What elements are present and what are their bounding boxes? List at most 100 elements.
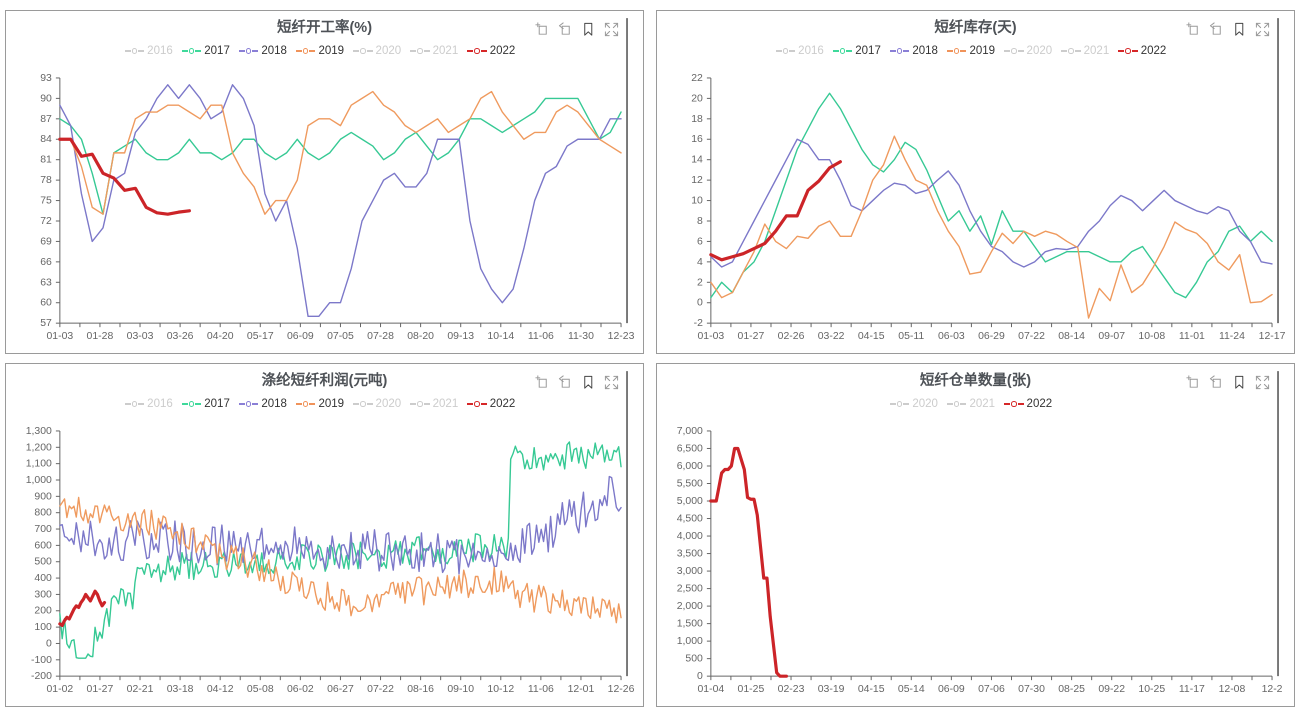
svg-text:08-20: 08-20 [407,331,434,342]
svg-text:03-22: 03-22 [818,331,845,342]
svg-text:16: 16 [691,134,703,145]
svg-text:500: 500 [34,557,52,568]
svg-text:12-23: 12-23 [608,331,635,342]
svg-text:12-17: 12-17 [1259,331,1286,342]
svg-text:06-09: 06-09 [287,331,314,342]
svg-text:04-15: 04-15 [858,331,885,342]
svg-text:8: 8 [697,216,703,227]
svg-text:900: 900 [34,491,52,502]
svg-text:12-26: 12-26 [608,684,635,695]
svg-text:18: 18 [691,114,703,125]
svg-text:2,500: 2,500 [677,584,703,595]
svg-text:05-11: 05-11 [898,331,924,342]
svg-text:12: 12 [691,175,703,186]
svg-text:84: 84 [40,134,52,145]
svg-text:2,000: 2,000 [677,601,703,612]
svg-text:11-30: 11-30 [568,331,594,342]
svg-text:11-06: 11-06 [528,684,554,695]
svg-text:07-22: 07-22 [367,684,394,695]
svg-text:1,100: 1,100 [26,459,52,470]
svg-text:06-03: 06-03 [938,331,965,342]
svg-text:10-14: 10-14 [487,331,514,342]
svg-text:3,500: 3,500 [677,549,703,560]
svg-text:10-08: 10-08 [1138,331,1165,342]
svg-text:4,500: 4,500 [677,514,703,525]
svg-text:66: 66 [40,257,52,268]
svg-text:01-04: 01-04 [697,684,724,695]
svg-text:200: 200 [34,606,52,617]
svg-text:300: 300 [34,589,52,600]
svg-text:01-27: 01-27 [87,684,114,695]
svg-text:0: 0 [46,638,52,649]
svg-text:07-28: 07-28 [367,331,394,342]
svg-text:57: 57 [40,318,52,329]
svg-text:12-01: 12-01 [568,684,595,695]
svg-text:1,300: 1,300 [26,426,52,437]
svg-text:08-25: 08-25 [1058,684,1085,695]
svg-text:6,000: 6,000 [677,461,703,472]
svg-text:11-24: 11-24 [1219,331,1245,342]
svg-text:3,000: 3,000 [677,566,703,577]
svg-text:09-13: 09-13 [447,331,474,342]
svg-text:69: 69 [40,236,52,247]
svg-text:02-26: 02-26 [778,331,805,342]
svg-text:01-03: 01-03 [46,331,73,342]
svg-text:06-09: 06-09 [938,684,965,695]
svg-text:04-20: 04-20 [207,331,234,342]
svg-text:03-19: 03-19 [818,684,845,695]
svg-text:700: 700 [34,524,52,535]
svg-text:6,500: 6,500 [677,443,703,454]
svg-text:20: 20 [691,93,703,104]
svg-text:87: 87 [40,114,52,125]
svg-text:01-03: 01-03 [697,331,724,342]
svg-text:5,000: 5,000 [677,496,703,507]
svg-text:22: 22 [691,73,703,84]
svg-text:-200: -200 [31,671,52,682]
svg-text:09-10: 09-10 [447,684,474,695]
svg-text:78: 78 [40,175,52,186]
svg-text:72: 72 [40,216,52,227]
svg-text:0: 0 [697,671,703,682]
svg-text:11-01: 11-01 [1179,331,1205,342]
svg-text:12-2: 12-2 [1262,684,1283,695]
svg-text:07-05: 07-05 [327,331,354,342]
svg-text:03-03: 03-03 [127,331,154,342]
svg-text:1,500: 1,500 [677,619,703,630]
svg-text:05-08: 05-08 [247,684,274,695]
svg-text:06-29: 06-29 [978,331,1005,342]
svg-text:7,000: 7,000 [677,426,703,437]
svg-text:07-06: 07-06 [978,684,1005,695]
svg-text:03-26: 03-26 [167,331,194,342]
svg-text:81: 81 [40,155,52,166]
svg-text:01-25: 01-25 [738,684,765,695]
svg-text:08-16: 08-16 [407,684,434,695]
svg-text:4,000: 4,000 [677,531,703,542]
svg-text:09-07: 09-07 [1098,331,1125,342]
svg-text:01-28: 01-28 [87,331,114,342]
svg-text:500: 500 [685,654,703,665]
svg-text:1,000: 1,000 [26,475,52,486]
svg-text:12-08: 12-08 [1219,684,1246,695]
svg-text:5,500: 5,500 [677,478,703,489]
svg-text:05-17: 05-17 [247,331,274,342]
svg-text:2: 2 [697,277,703,288]
svg-text:75: 75 [40,196,52,207]
svg-text:1,200: 1,200 [26,442,52,453]
svg-text:600: 600 [34,540,52,551]
svg-text:09-22: 09-22 [1098,684,1125,695]
svg-text:6: 6 [697,236,703,247]
svg-text:93: 93 [40,73,52,84]
svg-text:400: 400 [34,573,52,584]
svg-text:11-06: 11-06 [528,331,554,342]
svg-text:-100: -100 [31,655,52,666]
svg-text:07-30: 07-30 [1018,684,1045,695]
svg-text:800: 800 [34,508,52,519]
svg-text:06-27: 06-27 [327,684,354,695]
svg-text:05-14: 05-14 [898,684,925,695]
svg-text:07-22: 07-22 [1018,331,1045,342]
svg-text:60: 60 [40,298,52,309]
svg-text:01-02: 01-02 [46,684,73,695]
svg-text:02-21: 02-21 [127,684,154,695]
svg-text:10-25: 10-25 [1138,684,1165,695]
svg-text:63: 63 [40,277,52,288]
